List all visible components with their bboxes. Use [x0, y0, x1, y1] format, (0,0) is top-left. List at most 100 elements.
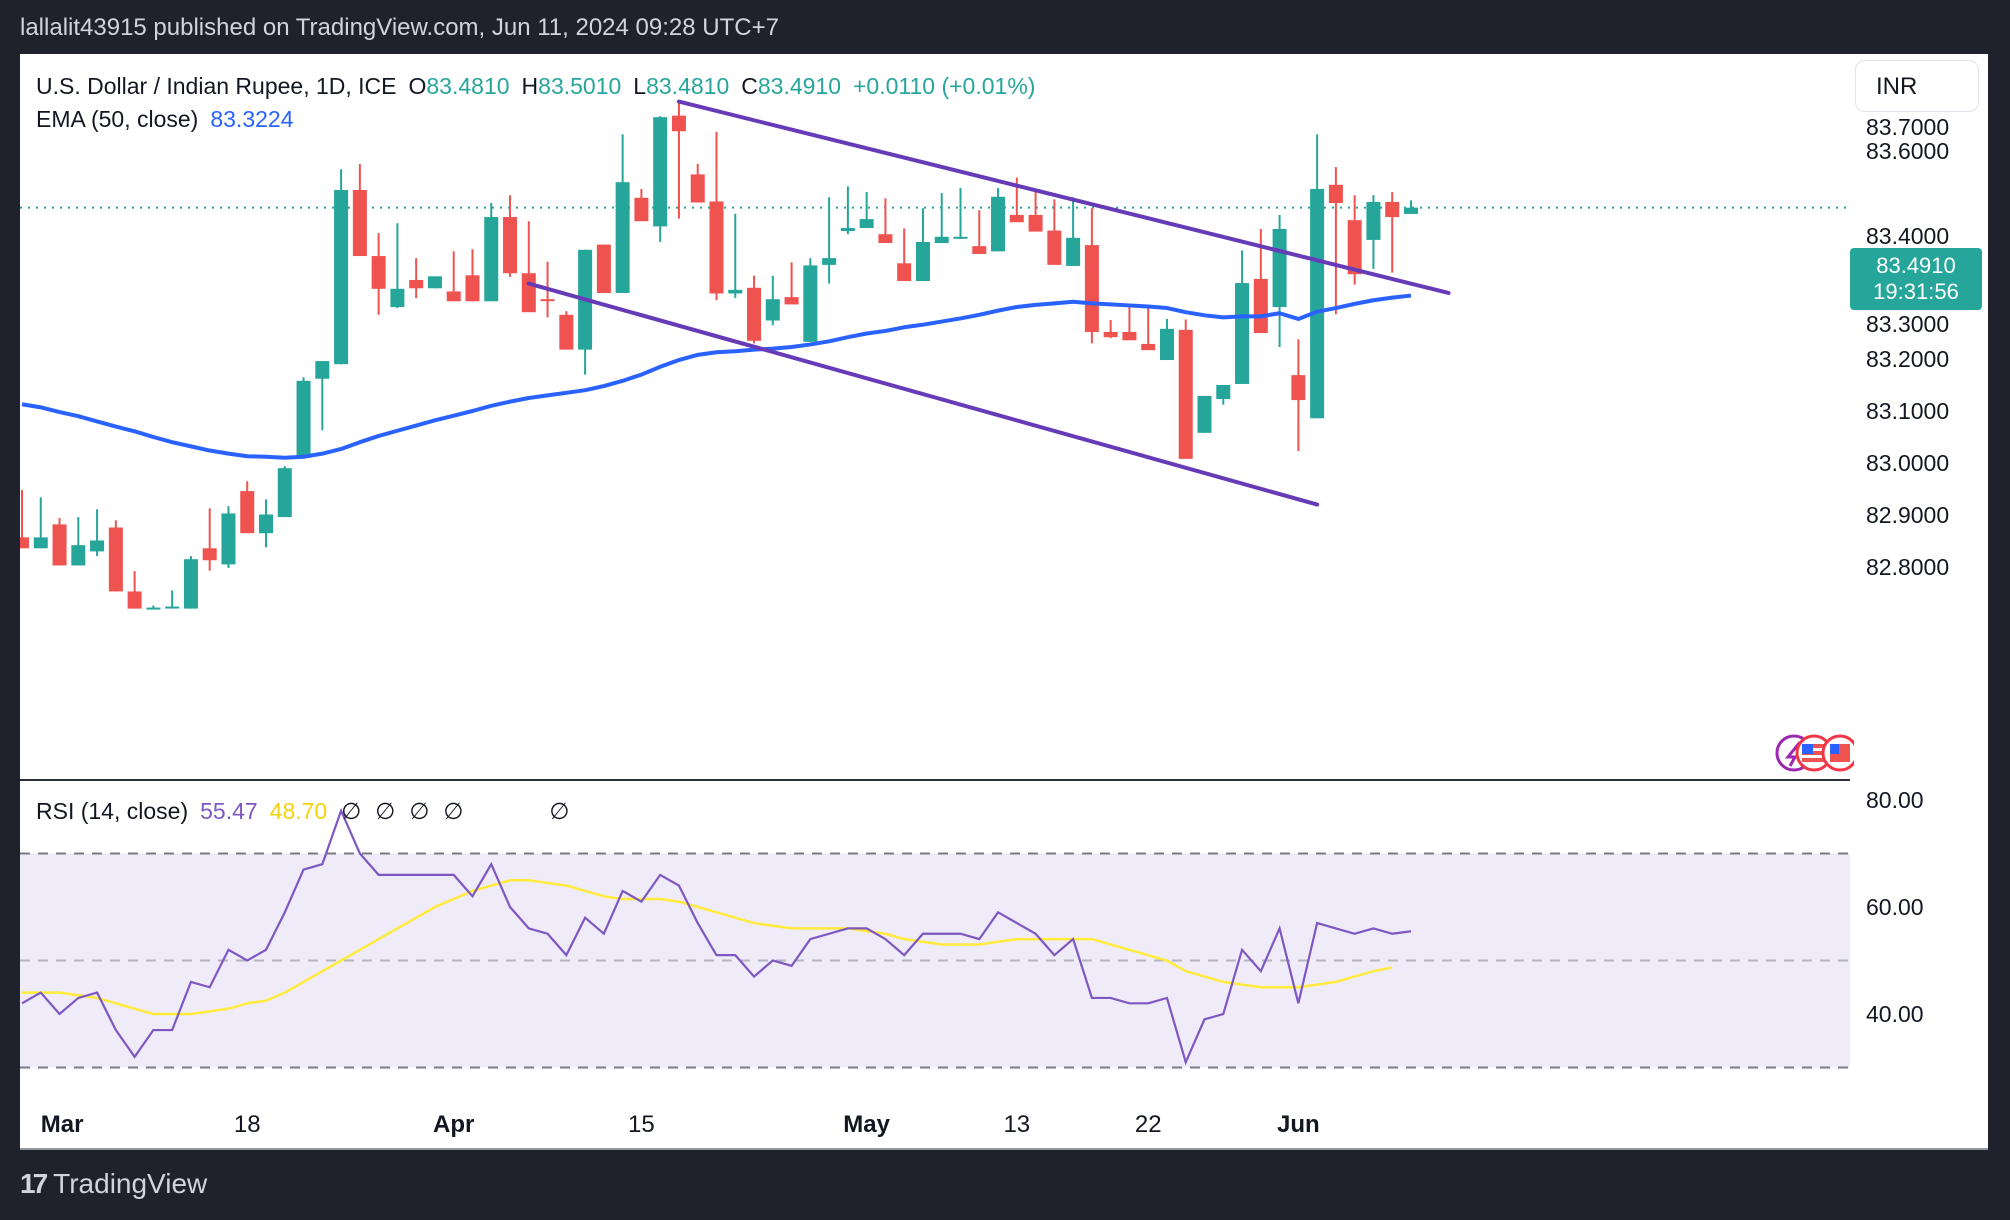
candle: [1178, 319, 1193, 459]
rsi-axis-label: 60.00: [1866, 894, 1924, 920]
candle: [1328, 167, 1343, 315]
candle-body: [503, 217, 518, 274]
candle: [446, 251, 461, 302]
candle-body: [878, 234, 893, 244]
candle: [334, 169, 349, 365]
candle-body: [1122, 331, 1137, 341]
candle-body: [747, 287, 762, 341]
rsi-label: RSI (14, close): [36, 798, 189, 824]
candle-body: [484, 217, 499, 302]
open-label: O: [408, 73, 427, 99]
candle-body: [1366, 201, 1381, 240]
time-axis-label: 15: [628, 1111, 655, 1138]
symbol-legend: U.S. Dollar / Indian Rupee, 1D, ICE O 83.…: [36, 72, 1035, 100]
candle: [747, 275, 762, 344]
candle-body: [90, 540, 105, 552]
candle-body: [1253, 278, 1268, 333]
candle: [1272, 214, 1287, 348]
time-axis-label: Apr: [433, 1111, 474, 1138]
candle: [840, 186, 855, 235]
candle-body: [671, 115, 686, 132]
candle: [183, 556, 198, 609]
candle: [822, 197, 837, 284]
candle: [1310, 134, 1325, 419]
candle-body: [765, 299, 780, 321]
candle: [596, 244, 611, 293]
rsi-ma-value: 48.70: [269, 798, 328, 824]
candle: [915, 208, 930, 281]
rsi-legend[interactable]: RSI (14, close) 55.47 48.70 ∅ ∅ ∅ ∅ ∅: [36, 797, 569, 825]
candle: [90, 509, 105, 557]
candle-body: [277, 468, 292, 518]
candle-body: [915, 242, 930, 281]
candle: [1103, 320, 1118, 339]
symbol-title[interactable]: U.S. Dollar / Indian Rupee, 1D, ICE: [36, 73, 397, 99]
candle: [315, 361, 330, 431]
candle: [277, 466, 292, 518]
candle-body: [334, 190, 349, 365]
time-axis-label: 22: [1135, 1111, 1162, 1138]
candle-body: [540, 299, 555, 302]
candle-body: [409, 279, 424, 289]
event-icons[interactable]: [1774, 730, 1854, 776]
change-value: +0.0110 (+0.01%): [853, 73, 1036, 99]
price-axis-label: 83.6000: [1866, 138, 1949, 164]
candle: [972, 210, 987, 254]
price-axis-label: 83.7000: [1866, 114, 1949, 140]
candle-body: [1047, 230, 1062, 265]
rsi-band: [20, 853, 1850, 1068]
low-value: 83.4810: [646, 73, 730, 99]
candle: [259, 499, 274, 548]
last-price-tag: 83.4910 19:31:56: [1850, 248, 1982, 310]
candle-body: [1328, 184, 1343, 203]
candle: [503, 195, 518, 277]
candle-body: [784, 297, 799, 305]
candle: [1028, 191, 1043, 232]
price-axis-label: 82.9000: [1866, 502, 1949, 528]
candle: [803, 258, 818, 342]
candle-body: [1178, 329, 1193, 459]
candle-body: [1159, 328, 1174, 361]
candle: [859, 192, 874, 228]
rsi-axis-label: 40.00: [1866, 1001, 1924, 1027]
candle: [1403, 200, 1418, 214]
tradingview-logo-icon[interactable]: 17: [20, 1168, 48, 1199]
candle-body: [1403, 207, 1418, 214]
price-plot: [20, 99, 1850, 610]
candle-body: [709, 201, 724, 294]
candle-body: [859, 219, 874, 228]
candle-body: [1216, 385, 1231, 400]
candle-body: [427, 276, 442, 289]
candle: [202, 508, 217, 571]
null-glyph: ∅: [549, 798, 570, 824]
candle-body: [521, 273, 536, 313]
footer: 17 TradingView: [20, 1168, 207, 1200]
close-value: 83.4910: [757, 73, 841, 99]
currency-button[interactable]: INR: [1855, 60, 1979, 112]
ema-legend[interactable]: EMA (50, close) 83.3224: [36, 105, 293, 133]
us-flag-event-icon[interactable]: [1821, 734, 1854, 772]
candle-body: [1272, 229, 1287, 307]
candle-body: [1066, 237, 1081, 266]
candle-body: [728, 289, 743, 294]
ema-value: 83.3224: [210, 106, 294, 132]
candle-body: [559, 314, 574, 350]
candle: [427, 276, 442, 289]
candle-body: [390, 288, 405, 307]
candle: [559, 311, 574, 350]
null-glyph: ∅: [375, 798, 396, 824]
candle-body: [803, 265, 818, 342]
candle-body: [446, 291, 461, 302]
candle-body: [596, 244, 611, 293]
candle: [1084, 208, 1099, 344]
candle-body: [1385, 201, 1400, 218]
time-axis-label: 13: [1003, 1111, 1030, 1138]
candle: [784, 262, 799, 305]
null-glyph: ∅: [443, 798, 464, 824]
rsi-axis-label: 80.00: [1866, 787, 1924, 813]
candle-body: [1197, 395, 1212, 433]
tradingview-brand[interactable]: TradingView: [53, 1168, 208, 1199]
candle-body: [146, 607, 161, 610]
